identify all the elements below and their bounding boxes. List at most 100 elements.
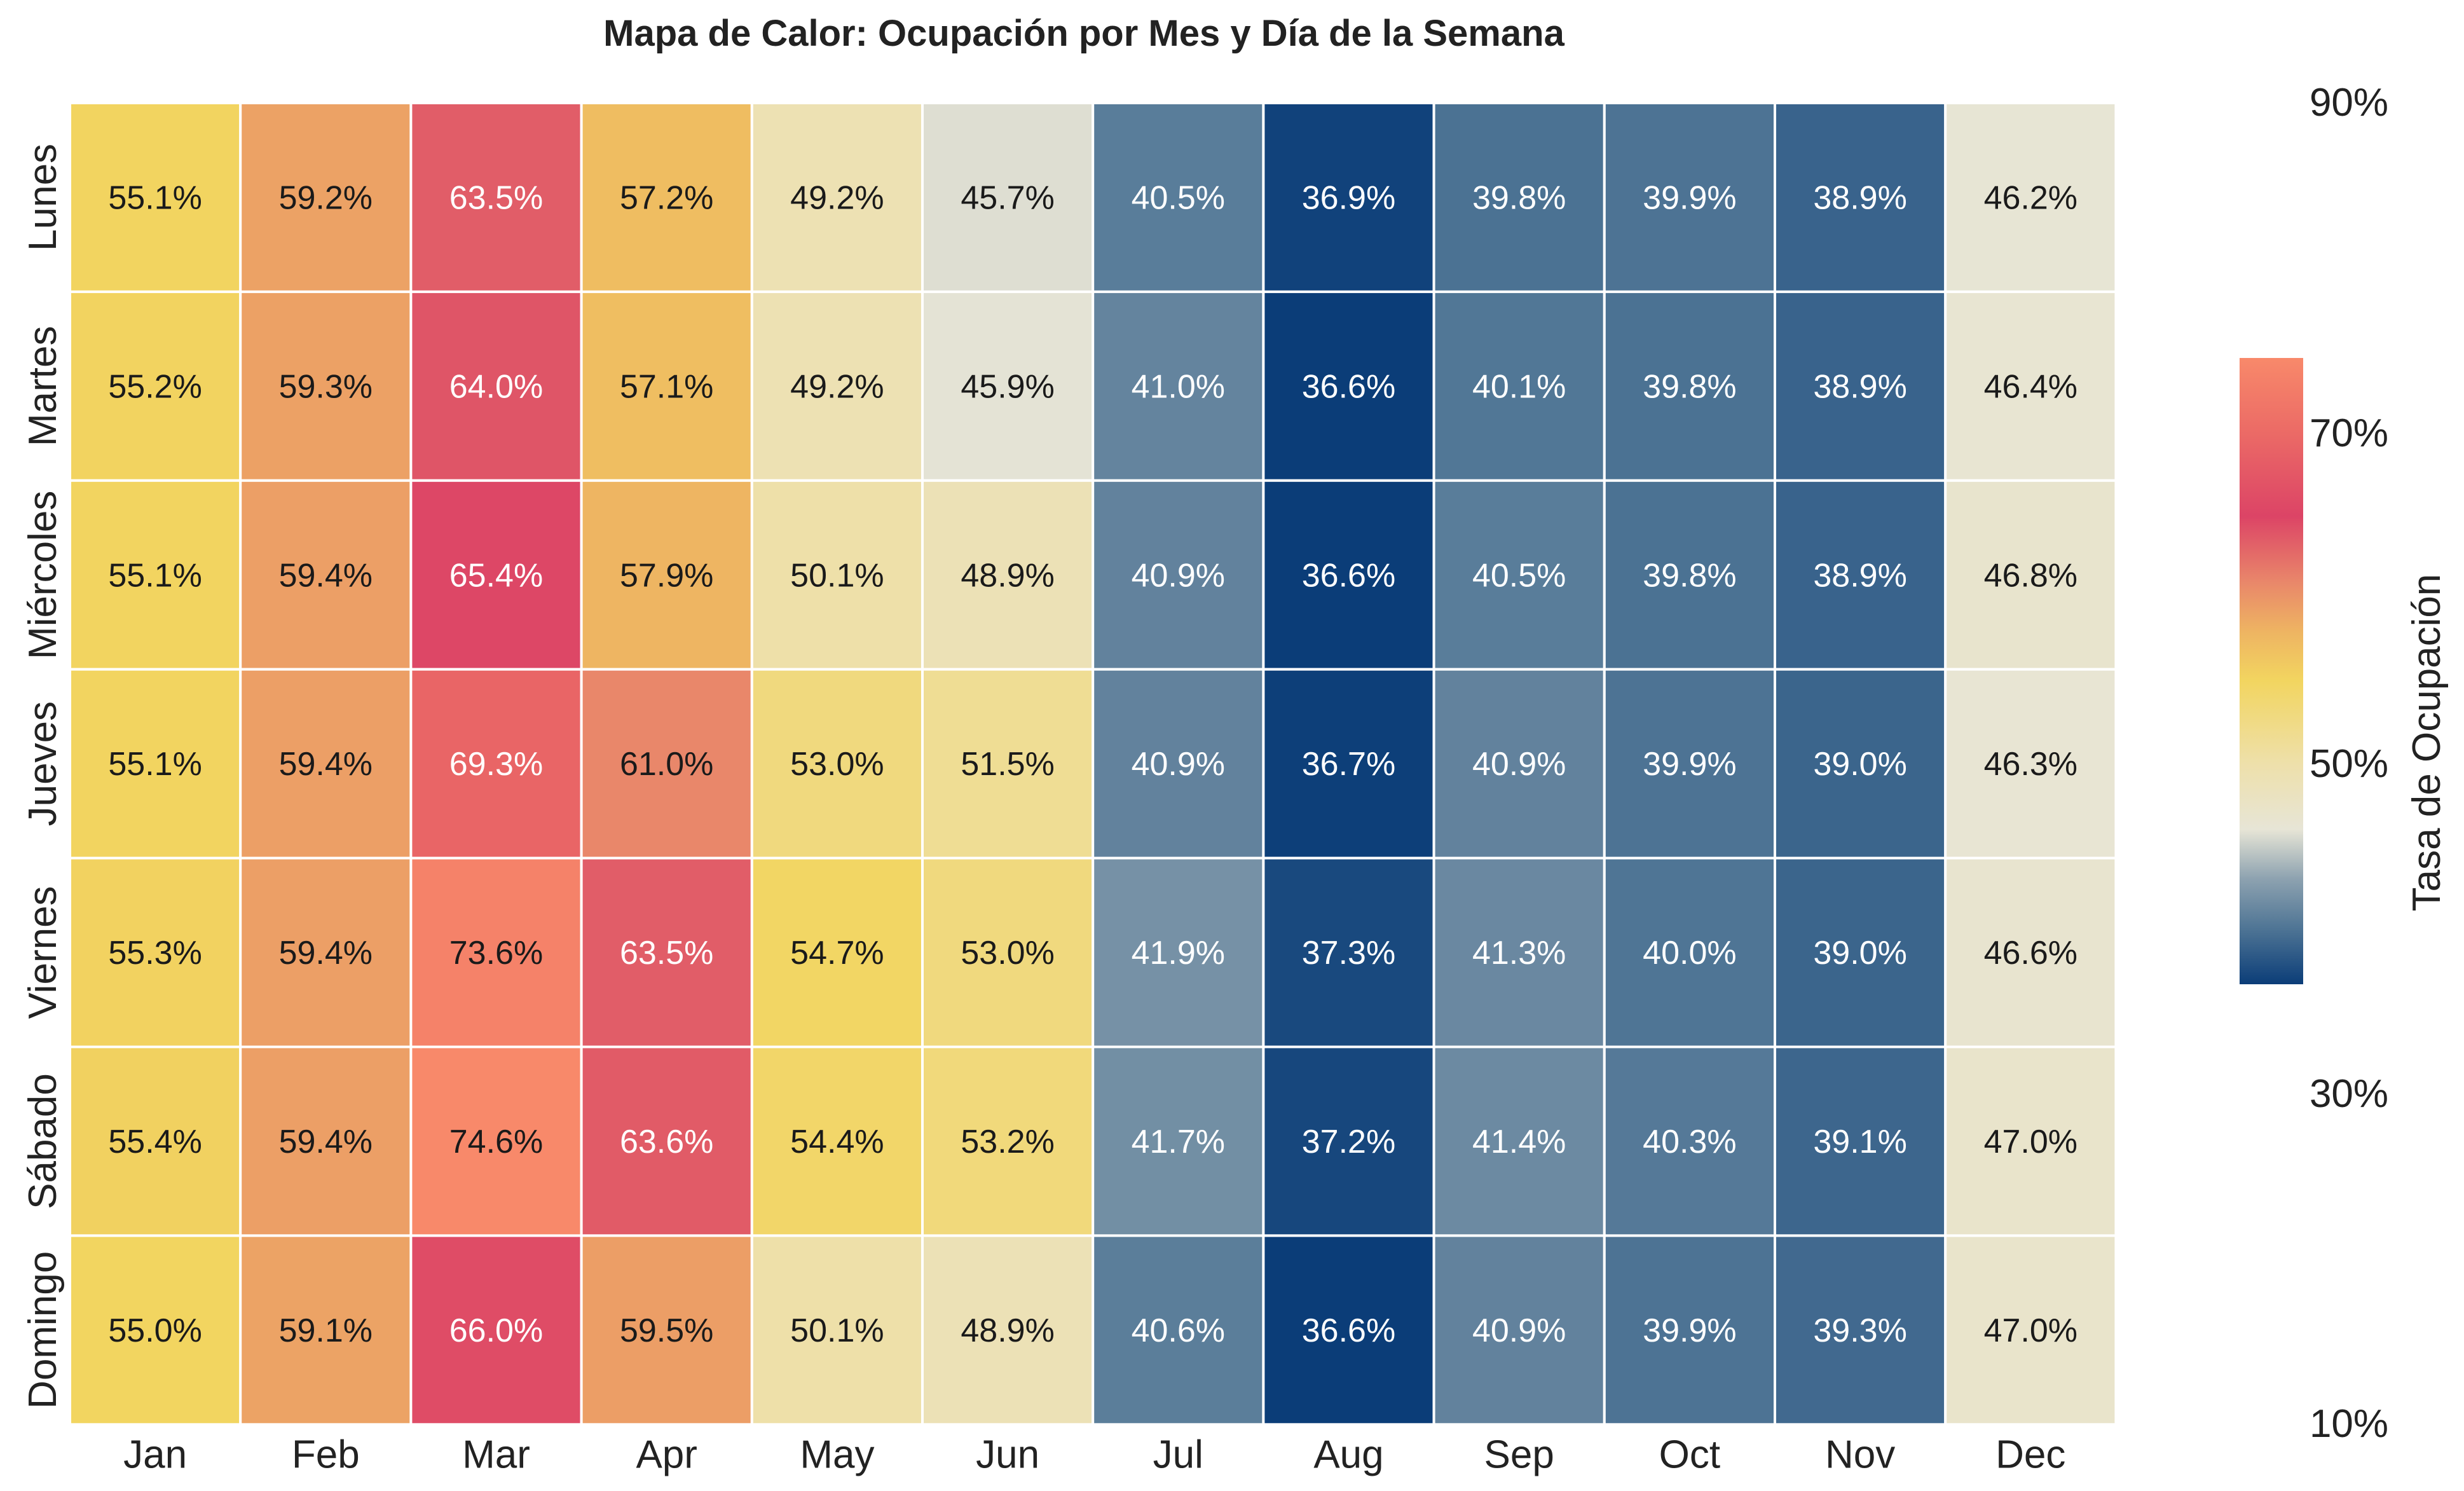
heatmap-cell-miercoles-nov [1774, 479, 1947, 671]
data-label-viernes-oct: 40.0% [1643, 935, 1736, 972]
heatmap-cell-lunes-jun [921, 102, 1095, 293]
data-label-miercoles-sep: 40.5% [1472, 557, 1566, 594]
x-tick-label-feb: Feb [292, 1433, 360, 1476]
y-tick-label-lunes: Lunes [21, 144, 65, 251]
heatmap-cell-domingo-jul [1092, 1234, 1265, 1426]
heatmap-cell-viernes-jun [921, 856, 1095, 1048]
heatmap-cell-miercoles-may [750, 479, 924, 671]
heatmap-cell-domingo-jan [69, 1234, 242, 1426]
data-label-martes-mar: 64.0% [449, 368, 543, 405]
data-label-domingo-oct: 39.9% [1643, 1312, 1736, 1349]
y-tick-label-jueves: Jueves [21, 701, 65, 826]
x-tick-label-jul: Jul [1153, 1433, 1203, 1476]
y-tick-label-viernes: Viernes [21, 886, 65, 1019]
data-label-jueves-nov: 39.0% [1813, 746, 1906, 783]
heatmap-cell-lunes-apr [580, 102, 753, 293]
heatmap-cell-miercoles-jul [1092, 479, 1265, 671]
heatmap-cell-martes-feb [239, 290, 413, 482]
heatmap-cell-domingo-oct [1603, 1234, 1777, 1426]
data-label-lunes-sep: 39.8% [1472, 179, 1566, 216]
heatmap-cell-sabado-jul [1092, 1045, 1265, 1237]
heatmap-cell-lunes-jan [69, 102, 242, 293]
data-label-jueves-mar: 69.3% [449, 746, 543, 783]
data-label-martes-apr: 57.1% [620, 368, 713, 405]
data-label-miercoles-feb: 59.4% [279, 557, 373, 594]
data-label-martes-may: 49.2% [790, 368, 884, 405]
heatmap-cell-martes-oct [1603, 290, 1777, 482]
colorbar-tick-label-70: 70% [2310, 411, 2388, 455]
data-label-miercoles-nov: 38.9% [1813, 557, 1906, 594]
data-label-viernes-jun: 53.0% [961, 935, 1054, 972]
x-tick-label-jan: Jan [123, 1433, 187, 1476]
data-label-martes-jun: 45.9% [961, 368, 1054, 405]
heatmap-cell-domingo-mar [409, 1234, 583, 1426]
heatmap-cell-lunes-aug [1262, 102, 1435, 293]
heatmap-cell-sabado-sep [1432, 1045, 1606, 1237]
y-tick-label-sabado: Sábado [21, 1073, 65, 1209]
y-tick-label-miercoles: Miércoles [21, 491, 65, 659]
data-label-lunes-mar: 63.5% [449, 179, 543, 216]
data-label-lunes-jul: 40.5% [1132, 179, 1225, 216]
data-label-jueves-jul: 40.9% [1132, 746, 1225, 783]
data-label-jueves-feb: 59.4% [279, 746, 373, 783]
data-label-domingo-sep: 40.9% [1472, 1312, 1566, 1349]
data-label-sabado-mar: 74.6% [449, 1123, 543, 1160]
data-label-lunes-jan: 55.1% [108, 179, 202, 216]
heatmap-cell-jueves-jul [1092, 668, 1265, 860]
heatmap-cell-jueves-feb [239, 668, 413, 860]
heatmap-cell-domingo-sep [1432, 1234, 1606, 1426]
data-label-jueves-dec: 46.3% [1984, 746, 2077, 783]
heatmap-cell-viernes-jul [1092, 856, 1265, 1048]
data-label-sabado-jun: 53.2% [961, 1123, 1054, 1160]
x-axis-labels: Jan Feb Mar Apr May Jun Jul Aug Sep Oct Nov Dec [123, 1433, 2065, 1476]
data-label-domingo-mar: 66.0% [449, 1312, 543, 1349]
colorbar-tick-label-30: 30% [2310, 1072, 2388, 1116]
data-label-miercoles-oct: 39.8% [1643, 557, 1736, 594]
x-tick-label-sep: Sep [1484, 1433, 1554, 1476]
x-tick-label-nov: Nov [1825, 1433, 1895, 1476]
data-label-martes-jan: 55.2% [108, 368, 202, 405]
data-label-sabado-nov: 39.1% [1813, 1123, 1906, 1160]
heatmap-cell-miercoles-apr [580, 479, 753, 671]
heatmap-cell-sabado-jan [69, 1045, 242, 1237]
data-label-domingo-aug: 36.6% [1302, 1312, 1395, 1349]
heatmap-cell-viernes-aug [1262, 856, 1435, 1048]
heatmap-cell-lunes-feb [239, 102, 413, 293]
data-label-martes-sep: 40.1% [1472, 368, 1566, 405]
heatmap-cell-martes-jul [1092, 290, 1265, 482]
data-label-viernes-jul: 41.9% [1132, 935, 1225, 972]
data-label-martes-jul: 41.0% [1132, 368, 1225, 405]
y-axis-labels: Lunes Martes Miércoles Jueves Viernes Sábado D… [21, 144, 65, 1409]
data-label-viernes-nov: 39.0% [1813, 935, 1906, 972]
data-label-domingo-feb: 59.1% [279, 1312, 373, 1349]
data-label-jueves-apr: 61.0% [620, 746, 713, 783]
heatmap-cell-viernes-feb [239, 856, 413, 1048]
x-tick-label-dec: Dec [1995, 1433, 2065, 1476]
heatmap-cell-viernes-may [750, 856, 924, 1048]
data-label-miercoles-mar: 65.4% [449, 557, 543, 594]
data-label-sabado-jul: 41.7% [1132, 1123, 1225, 1160]
data-label-martes-feb: 59.3% [279, 368, 373, 405]
heatmap-cell-domingo-apr [580, 1234, 753, 1426]
data-label-miercoles-aug: 36.6% [1302, 557, 1395, 594]
x-tick-label-apr: Apr [636, 1433, 697, 1476]
data-label-lunes-apr: 57.2% [620, 179, 713, 216]
heatmap-cell-martes-aug [1262, 290, 1435, 482]
heatmap-cell-domingo-nov [1774, 1234, 1947, 1426]
data-label-miercoles-jan: 55.1% [108, 557, 202, 594]
data-label-sabado-sep: 41.4% [1472, 1123, 1566, 1160]
data-label-viernes-dec: 46.6% [1984, 935, 2077, 972]
colorbar-label: Tasa de Ocupación [2405, 574, 2449, 912]
data-label-domingo-may: 50.1% [790, 1312, 884, 1349]
data-label-lunes-nov: 38.9% [1813, 179, 1906, 216]
heatmap-cell-domingo-feb [239, 1234, 413, 1426]
x-tick-label-mar: Mar [462, 1433, 530, 1476]
colorbar-gradient-bar [2240, 358, 2303, 984]
data-label-lunes-may: 49.2% [790, 179, 884, 216]
heatmap-cell-sabado-oct [1603, 1045, 1777, 1237]
chart-title: Mapa de Calor: Ocupación por Mes y Día d… [603, 13, 1564, 54]
heatmap-cell-lunes-oct [1603, 102, 1777, 293]
data-label-viernes-mar: 73.6% [449, 935, 543, 972]
heatmap-cell-lunes-dec [1944, 102, 2118, 293]
